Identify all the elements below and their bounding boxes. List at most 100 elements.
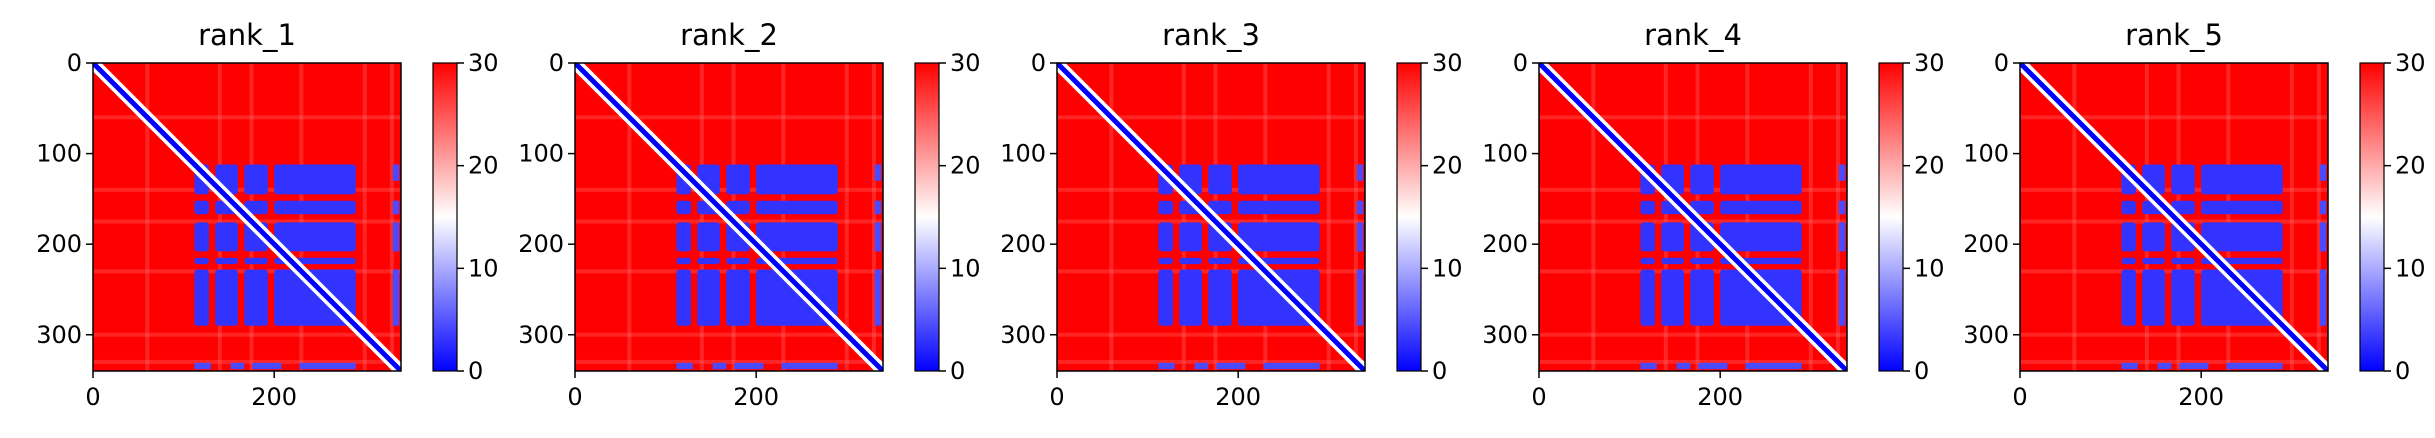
heatmap-block (215, 222, 238, 252)
heatmap-block (392, 164, 400, 181)
y-tick-label: 100 (518, 140, 564, 168)
panel-title: rank_1 (198, 18, 296, 52)
heatmap-block (734, 362, 764, 370)
heatmap-block (697, 222, 720, 252)
heatmap-streak (1539, 115, 1847, 120)
heatmap-block (392, 200, 400, 215)
y-tick-label: 300 (1963, 321, 2009, 349)
diagonal-line (2020, 63, 2328, 371)
colorbar-tick-label: 20 (1914, 152, 1945, 180)
x-tick-label: 0 (567, 383, 582, 411)
heatmap-block (2171, 200, 2195, 215)
heatmap-streak (781, 63, 786, 371)
heatmap-streak (844, 63, 849, 371)
colorbar-tick-label: 10 (1914, 254, 1945, 282)
y-tick-label: 0 (1513, 49, 1528, 77)
heatmap-block (676, 269, 691, 326)
diagonal-line (575, 63, 883, 371)
heatmap-block (676, 257, 691, 265)
x-tick-label: 0 (1049, 383, 1064, 411)
y-tick-label: 0 (549, 49, 564, 77)
axes-frame (1056, 62, 1366, 372)
heatmap-streak (575, 359, 883, 364)
heatmap-block (1661, 257, 1684, 265)
panel-title: rank_2 (680, 18, 778, 52)
heatmap-block (2201, 164, 2283, 195)
heatmap-streak (1353, 63, 1358, 371)
colorbar-tick-label: 10 (468, 254, 499, 282)
heatmap-streak (1057, 115, 1365, 120)
colorbar (914, 62, 940, 372)
heatmap-block (1720, 164, 1802, 195)
heatmap-block (874, 164, 882, 181)
heatmap-block (215, 257, 238, 265)
heatmap-block (874, 269, 882, 326)
heatmap-panel: rank_5 0 200 0 100 200 300 0 10 20 30 (1963, 18, 2425, 411)
colorbar-tick-label: 10 (950, 254, 981, 282)
heatmap-block (756, 164, 838, 195)
heatmap-block (1838, 164, 1846, 181)
heatmap-streak (575, 332, 883, 337)
panel-title: rank_4 (1644, 18, 1742, 52)
axes-frame (574, 62, 884, 372)
heatmap-streak (1835, 63, 1840, 371)
heatmap-block (1838, 200, 1846, 215)
heatmap-block (392, 222, 400, 252)
heatmap-block (1208, 257, 1232, 265)
x-tick-label: 0 (85, 383, 100, 411)
colorbar-tick-label: 30 (1432, 49, 1463, 77)
heatmap-block (697, 269, 720, 326)
heatmap-streak (1808, 63, 1813, 371)
heatmap-block (726, 164, 750, 195)
colorbar-tick-label: 0 (1432, 357, 1447, 385)
heatmap-block (194, 257, 209, 265)
x-tick-label: 200 (733, 383, 779, 411)
heatmap-block (676, 362, 693, 370)
heatmap-block (756, 222, 838, 252)
heatmap-streak (1539, 359, 1847, 364)
colorbar (432, 62, 458, 372)
y-tick-label: 200 (1482, 230, 1528, 258)
heatmap-block (1690, 200, 1714, 215)
heatmap-block (1640, 362, 1657, 370)
y-tick-label: 300 (36, 321, 82, 349)
heatmap-streak (1745, 63, 1750, 371)
heatmap-block (2319, 222, 2327, 252)
heatmap-streak (871, 63, 876, 371)
heatmap-block (781, 362, 838, 370)
colorbar-tick-label: 10 (1432, 254, 1463, 282)
heatmap-block (2121, 200, 2136, 215)
heatmap-streak (2020, 115, 2328, 120)
heatmap-streak (93, 332, 401, 337)
heatmap-streak (2226, 63, 2231, 371)
diagonal-line (1539, 63, 1847, 371)
heatmap-block (1720, 200, 1802, 215)
colorbar-tick-label: 0 (1914, 357, 1929, 385)
diagonal-line (1057, 63, 1365, 371)
heatmap-streak (389, 63, 394, 371)
heatmap-block (2121, 269, 2136, 326)
heatmap-block (726, 269, 750, 326)
heatmap-block (2319, 269, 2327, 326)
heatmap-block (1208, 164, 1232, 195)
heatmap-block (676, 200, 691, 215)
colorbar-tick-label: 30 (2395, 49, 2426, 77)
heatmap-block (712, 362, 727, 370)
heatmap-block (1263, 362, 1320, 370)
heatmap-block (1158, 257, 1173, 265)
heatmap-block (1690, 257, 1714, 265)
colorbar (1396, 62, 1422, 372)
heatmap-block (299, 362, 356, 370)
y-tick-label: 100 (1963, 140, 2009, 168)
y-tick-label: 100 (1482, 140, 1528, 168)
heatmap-block (1208, 200, 1232, 215)
x-tick-label: 200 (251, 383, 297, 411)
heatmap-block (1640, 222, 1655, 252)
y-tick-label: 100 (1000, 140, 1046, 168)
heatmap-streak (1109, 63, 1114, 371)
heatmap-block (874, 200, 882, 215)
heatmap-block (194, 222, 209, 252)
heatmap-block (244, 269, 268, 326)
heatmap-block (194, 362, 211, 370)
